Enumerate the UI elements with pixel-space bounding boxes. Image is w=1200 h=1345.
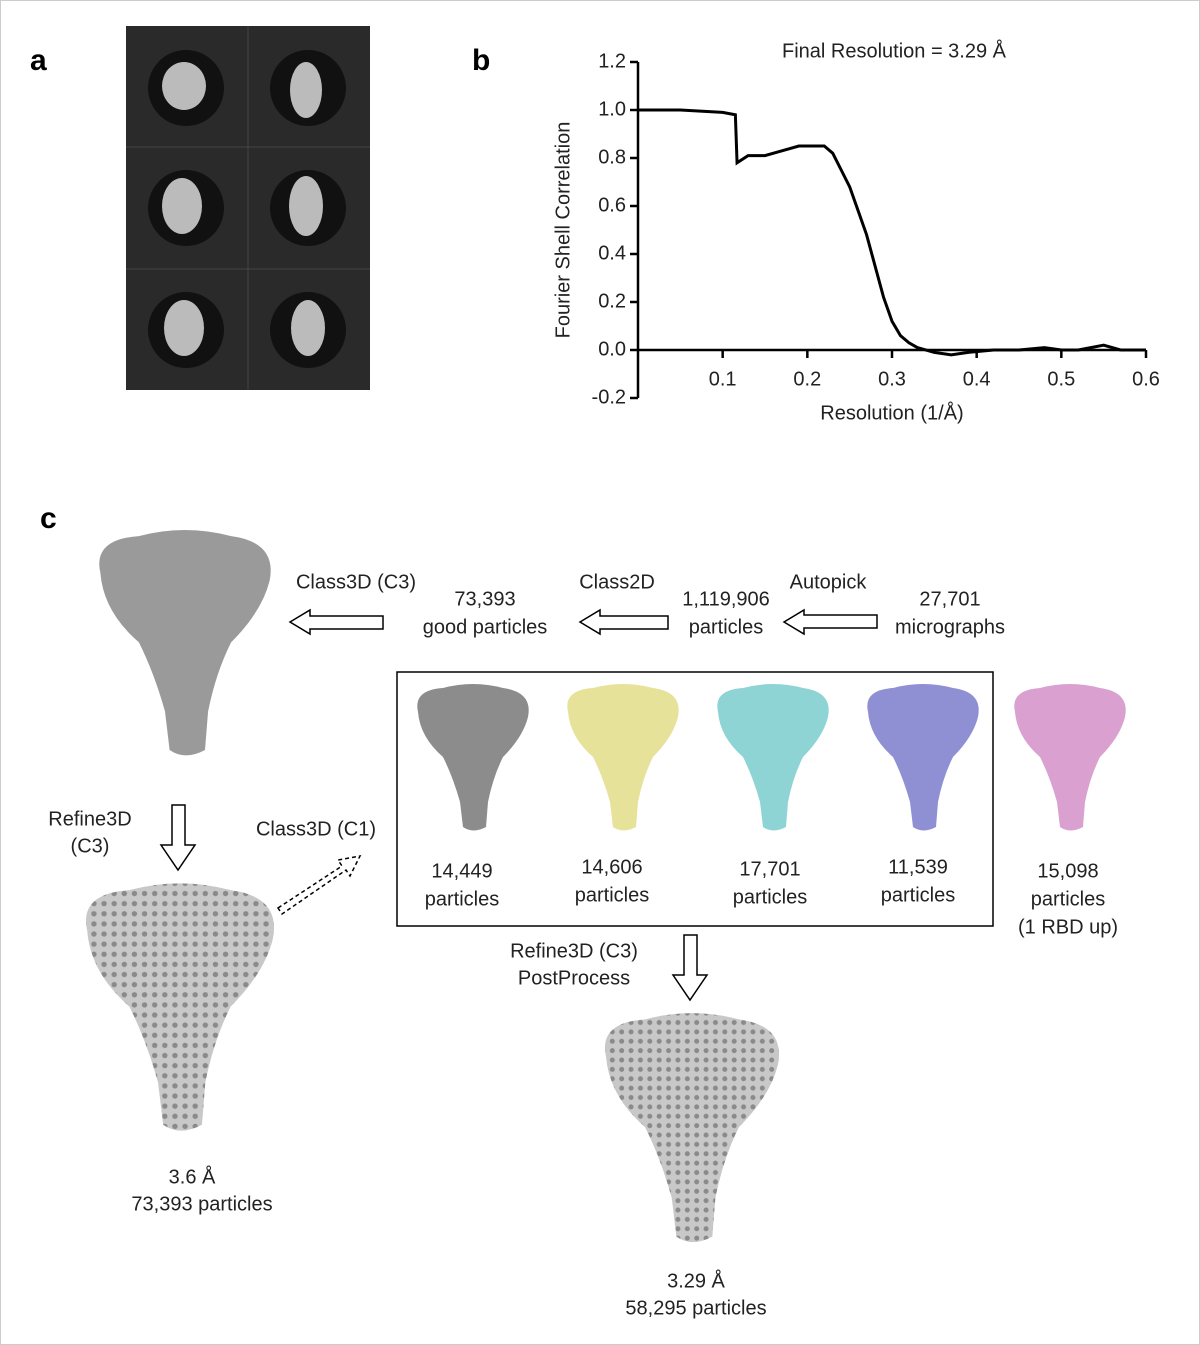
- caption: particles: [425, 888, 499, 910]
- caption: (1 RBD up): [1018, 916, 1118, 938]
- step-label: Class3D (C3): [296, 571, 416, 593]
- caption: micrographs: [895, 616, 1005, 638]
- panel-label: a: [30, 44, 47, 77]
- count: 17,701: [739, 858, 800, 880]
- caption: 73,393 particles: [131, 1193, 272, 1215]
- x-tick-label: 0.6: [1132, 368, 1160, 390]
- chart-title: Final Resolution = 3.29 Å: [782, 39, 1007, 62]
- resolution: 3.6 Å: [169, 1165, 216, 1188]
- caption: particles: [575, 884, 649, 906]
- caption: good particles: [423, 616, 548, 638]
- step-label: Class3D (C1): [256, 818, 376, 840]
- x-tick-label: 0.5: [1047, 368, 1075, 390]
- step-label: PostProcess: [518, 967, 630, 989]
- x-axis-label: Resolution (1/Å): [820, 401, 963, 424]
- caption: 58,295 particles: [625, 1297, 766, 1319]
- resolution: 3.29 Å: [667, 1269, 725, 1292]
- caption: particles: [733, 886, 807, 908]
- caption: particles: [881, 884, 955, 906]
- fsc-curve: [638, 108, 1146, 357]
- y-tick-label: -0.2: [592, 386, 626, 408]
- count: 14,449: [431, 860, 492, 882]
- step-label: Autopick: [790, 571, 868, 593]
- x-tick-label: 0.4: [963, 368, 991, 390]
- y-tick-label: 1.0: [598, 98, 626, 120]
- x-tick-label: 0.1: [709, 368, 737, 390]
- workflow: 27,701 micrographs Autopick 1,119,906 pa…: [48, 530, 1126, 1319]
- count: 15,098: [1037, 860, 1098, 882]
- caption: particles: [1031, 888, 1105, 910]
- panel-label: b: [472, 44, 490, 77]
- count: 27,701: [919, 588, 980, 610]
- x-tick-label: 0.2: [793, 368, 821, 390]
- step-label: (C3): [71, 835, 110, 857]
- count: 14,606: [581, 856, 642, 878]
- count: 11,539: [888, 856, 948, 878]
- y-axis-label: Fourier Shell Correlation: [552, 122, 574, 339]
- count: 73,393: [454, 588, 515, 610]
- step-label: Refine3D: [48, 808, 131, 830]
- y-tick-label: 0.2: [598, 290, 626, 312]
- y-tick-label: 0.8: [598, 146, 626, 168]
- y-tick-label: 1.2: [598, 50, 626, 72]
- step-label: Refine3D (C3): [510, 940, 638, 962]
- y-tick-label: 0.0: [598, 338, 626, 360]
- caption: particles: [689, 616, 763, 638]
- class-averages: [126, 26, 370, 390]
- panel-label: c: [40, 502, 57, 535]
- y-tick-label: 0.6: [598, 194, 626, 216]
- x-tick-label: 0.3: [878, 368, 906, 390]
- step-label: Class2D: [579, 571, 655, 593]
- count: 1,119,906: [682, 588, 770, 610]
- y-tick-label: 0.4: [598, 242, 626, 264]
